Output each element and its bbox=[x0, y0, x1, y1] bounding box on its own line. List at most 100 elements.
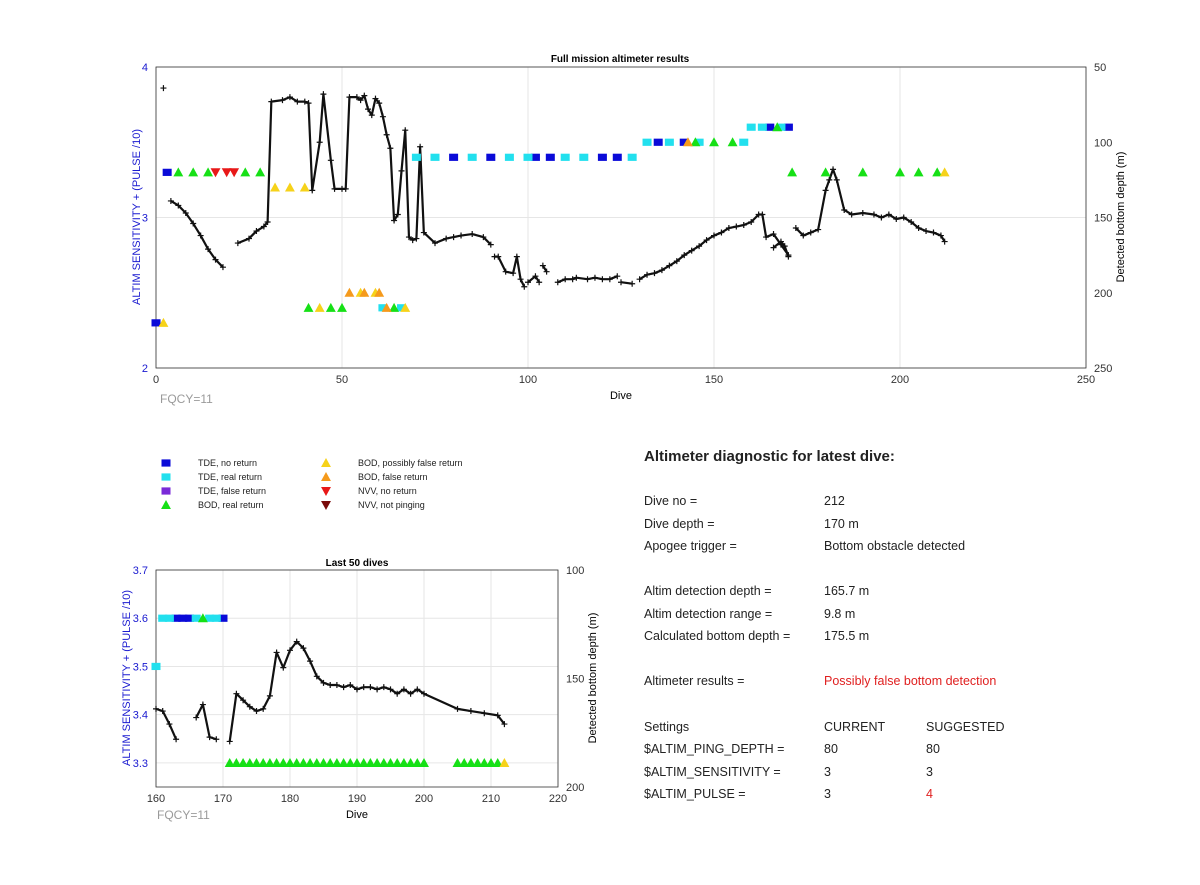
y2-tick-label: 200 bbox=[1094, 288, 1112, 300]
bottom-depth-point bbox=[759, 211, 766, 218]
bottom-depth-point bbox=[513, 253, 520, 260]
altimeter-marker bbox=[499, 757, 510, 767]
altimeter-marker bbox=[465, 757, 476, 767]
y-tick-label: 4 bbox=[142, 62, 148, 74]
x-tick-label: 50 bbox=[336, 374, 348, 386]
altimeter-marker bbox=[664, 138, 674, 146]
bottom-depth-point bbox=[848, 211, 855, 218]
altimeter-marker bbox=[913, 167, 924, 177]
bottom-depth-point bbox=[206, 734, 213, 741]
bottom-depth-point bbox=[777, 238, 784, 245]
altimeter-marker bbox=[378, 757, 389, 767]
y-tick-label: 3.6 bbox=[133, 613, 148, 625]
top-chart-fqcy-note: FQCY=11 bbox=[160, 392, 213, 406]
bottom-depth-point bbox=[487, 241, 494, 248]
altimeter-marker bbox=[238, 757, 249, 767]
altimeter-marker bbox=[221, 168, 232, 178]
y-tick-label: 3.7 bbox=[133, 565, 148, 577]
legend-item: BOD, real return bbox=[160, 500, 264, 510]
altimeter-marker bbox=[303, 302, 314, 312]
legend-marker-icon bbox=[161, 459, 171, 467]
altimeter-marker bbox=[197, 613, 208, 623]
bottom-depth-point bbox=[313, 673, 320, 680]
bottom-depth-line-segment bbox=[772, 240, 790, 257]
altimeter-marker bbox=[352, 757, 362, 767]
altimeter-marker bbox=[231, 757, 242, 767]
bottom-depth-point bbox=[562, 276, 569, 283]
altimeter-marker bbox=[579, 153, 589, 161]
legend-marker-icon bbox=[321, 500, 331, 510]
legend-label: NVV, not pinging bbox=[358, 500, 425, 510]
bottom-depth-point bbox=[316, 139, 323, 146]
bottom-depth-point bbox=[941, 238, 948, 245]
bottom-depth-point bbox=[273, 649, 280, 656]
altimeter-marker bbox=[653, 138, 663, 146]
bottom-depth-point bbox=[357, 97, 364, 104]
legend-marker-icon bbox=[321, 486, 331, 496]
altimeter-marker bbox=[299, 182, 310, 192]
bottom-depth-point bbox=[391, 217, 398, 224]
bottom-depth-point bbox=[374, 686, 381, 693]
altimeter-marker bbox=[158, 317, 169, 327]
bottom-depth-point bbox=[432, 240, 438, 247]
legend-marker bbox=[161, 487, 171, 495]
bottom-depth-point bbox=[770, 231, 777, 238]
bottom-depth-point bbox=[770, 244, 777, 251]
bottom-depth-point bbox=[885, 211, 892, 218]
altimeter-marker bbox=[337, 302, 347, 312]
bottom-depth-point bbox=[830, 166, 837, 173]
bottom-depth-point bbox=[253, 228, 260, 235]
bottom-depth-point bbox=[495, 253, 502, 260]
altimeter-marker bbox=[345, 757, 356, 767]
bottom-depth-point bbox=[501, 721, 508, 728]
bottom-depth-point bbox=[387, 686, 394, 693]
bottom-depth-point bbox=[400, 686, 407, 693]
bottom-chart-y2-ticks: 100 150 200 bbox=[566, 565, 584, 794]
bottom-depth-point bbox=[532, 273, 539, 280]
y2-tick-label: 100 bbox=[1094, 137, 1112, 149]
bottom-depth-point bbox=[226, 738, 233, 745]
bottom-depth-point bbox=[394, 211, 401, 218]
bottom-depth-point bbox=[360, 684, 367, 691]
altimeter-marker bbox=[278, 757, 289, 767]
bottom-depth-point bbox=[703, 237, 710, 244]
altimeter-marker bbox=[392, 757, 403, 767]
bottom-depth-point bbox=[666, 262, 673, 269]
legend-item: BOD, false return bbox=[320, 472, 428, 482]
bottom-depth-point bbox=[333, 682, 340, 689]
altimeter-result-warning: Possibly false bottom detection bbox=[824, 674, 997, 688]
altimeter-marker bbox=[895, 167, 905, 177]
y-tick-label: 3.5 bbox=[133, 661, 148, 673]
bottom-depth-point bbox=[260, 705, 267, 712]
bottom-depth-line-segment bbox=[639, 213, 790, 281]
bottom-depth-point bbox=[525, 279, 531, 286]
bottom-depth-point bbox=[340, 684, 347, 691]
top-chart-xlabel: Dive bbox=[610, 390, 632, 402]
altimeter-marker bbox=[270, 182, 280, 192]
bottom-depth-point bbox=[353, 94, 360, 101]
top-chart-y2-ticks: 50 100 150 200 250 bbox=[1094, 62, 1112, 375]
altimeter-marker bbox=[203, 167, 214, 177]
bottom-depth-point bbox=[380, 684, 387, 691]
bottom-depth-point bbox=[305, 100, 312, 107]
top-chart-grid bbox=[155, 66, 1087, 369]
top-chart-frame bbox=[155, 66, 1087, 369]
altimeter-marker bbox=[378, 304, 388, 312]
y-tick-label: 3 bbox=[142, 213, 148, 225]
altimeter-marker bbox=[271, 757, 282, 767]
bottom-depth-point bbox=[420, 229, 427, 236]
bottom-depth-point bbox=[688, 247, 695, 254]
legend-label: BOD, possibly false return bbox=[358, 458, 463, 468]
altimeter-marker bbox=[210, 168, 221, 178]
altimeter-marker bbox=[398, 757, 409, 767]
bottom-depth-point bbox=[286, 94, 293, 101]
bottom-bottom-depth-line bbox=[153, 638, 508, 745]
top-chart-title: Full mission altimeter results bbox=[551, 54, 690, 65]
altimeter-marker bbox=[264, 757, 275, 767]
altimeter-marker bbox=[285, 757, 295, 767]
legend-label: TDE, false return bbox=[198, 486, 267, 496]
altimeter-marker bbox=[372, 757, 383, 767]
bottom-depth-point bbox=[361, 92, 368, 99]
altimeter-marker bbox=[411, 153, 421, 161]
bottom-chart-frame bbox=[155, 569, 559, 788]
